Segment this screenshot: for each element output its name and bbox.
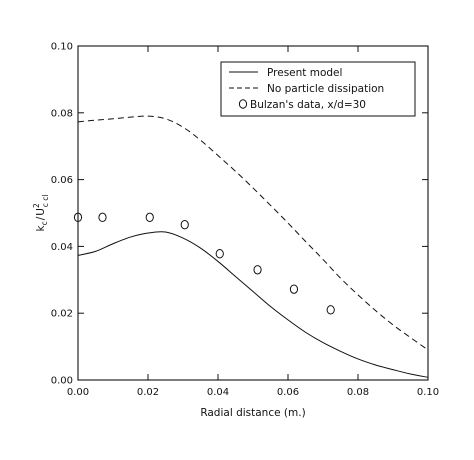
y-tick-label: 0.04 [51,242,73,253]
axis-ticks [77,45,429,381]
data-point-bulzan-s-data-x-d-30 [215,249,224,259]
legend: Present model No particle dissipation Bu… [220,61,416,117]
tick-labels: 0.00 0.02 0.04 0.06 0.08 0.10 0.00 0.02 0.04 0.06… [51,42,439,399]
legend-label-no-particle-dissipation: No particle dissipation [267,83,384,95]
series-lines [77,115,429,378]
y-label-k: k [35,224,47,231]
y-label-u-sup: 2 [32,203,41,208]
data-point-bulzan-s-data-x-d-30 [73,212,83,223]
x-tick-label: 0.04 [207,387,229,398]
y-tick-label: 0.10 [51,42,73,53]
data-point-bulzan-s-data-x-d-30 [289,284,299,294]
series-line-present-model [77,231,429,378]
x-axis-label: Radial distance (m.) [200,407,305,419]
legend-box [220,61,416,117]
x-tick-label: 0.08 [347,387,369,398]
series-line-no-particle-dissipation [77,115,429,351]
y-label-u-sub: c cl [41,195,50,208]
data-point-bulzan-s-data-x-d-30 [180,219,189,230]
legend-marker-bulzan-data [238,99,248,109]
y-tick-label: 0.02 [51,309,73,320]
y-tick-label: 0.08 [51,108,73,119]
data-point-bulzan-s-data-x-d-30 [98,212,107,223]
x-tick-label: 0.06 [277,387,299,398]
data-point-bulzan-s-data-x-d-30 [253,265,262,275]
x-tick-label: 0.00 [67,387,89,398]
x-tick-label: 0.02 [137,387,159,398]
y-tick-label: 0.00 [51,376,73,387]
legend-label-bulzan-data: Bulzan's data, x/d=30 [250,99,366,111]
y-axis-label: kc/U2c cl [32,195,50,232]
data-point-bulzan-s-data-x-d-30 [326,305,335,315]
legend-label-present-model: Present model [267,67,342,79]
x-tick-label: 0.10 [417,387,439,398]
data-point-bulzan-s-data-x-d-30 [145,212,154,223]
data-markers [73,212,335,315]
y-tick-label: 0.06 [51,175,73,186]
y-label-k-sub: c [40,221,49,225]
y-label-slash: / [35,216,47,220]
y-label-u: U [35,208,47,216]
